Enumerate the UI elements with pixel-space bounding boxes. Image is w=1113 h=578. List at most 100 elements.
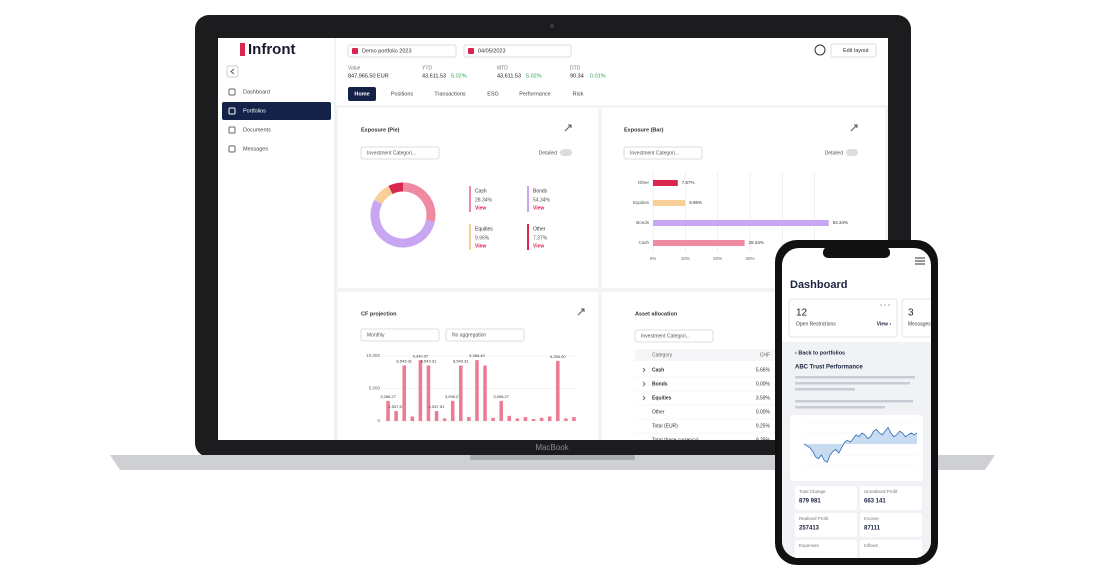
nav-icon <box>228 88 236 96</box>
bar <box>653 220 829 226</box>
pie-segment <box>388 182 404 195</box>
tab: Positions <box>391 91 414 97</box>
phone-card[interactable] <box>788 298 898 338</box>
value-label: 8,543.31 <box>396 359 412 364</box>
stat-label: YTD <box>422 65 432 71</box>
dropdown-label: No aggregation <box>452 332 486 338</box>
bar <box>572 417 576 421</box>
stat-label: Inflows <box>864 543 879 548</box>
stat-label: MTD <box>497 65 508 71</box>
nav-item: Portfolios <box>243 108 266 114</box>
value-label: 3,096.27 <box>445 394 461 399</box>
portfolio-select[interactable] <box>347 44 457 58</box>
text-line <box>795 376 915 379</box>
legend-swatch <box>527 186 529 212</box>
phone-card[interactable] <box>901 298 942 338</box>
stat-box <box>860 513 922 537</box>
nav-icon <box>228 126 236 134</box>
date: 04/05/2023 <box>478 48 506 54</box>
toggle[interactable] <box>846 149 858 156</box>
base-notch <box>470 455 635 460</box>
bar <box>410 416 415 421</box>
stat-label: Expenses <box>799 543 820 548</box>
legend-value: 28.34% <box>475 197 493 203</box>
card-count: 12 <box>796 308 808 319</box>
card-count: 3 <box>908 308 914 319</box>
card-link: View › <box>877 321 892 327</box>
value-label: 1,537.51 <box>388 404 404 409</box>
y-tick-label: Other <box>638 180 650 185</box>
text-line <box>795 406 885 409</box>
bar <box>547 416 552 421</box>
legend-value: 7.37% <box>533 235 548 241</box>
portfolio-name: Demo portfolio 2023 <box>362 48 412 54</box>
edit-layout-button[interactable] <box>830 43 877 58</box>
table-cell: Cash <box>652 367 664 373</box>
bar <box>531 419 536 421</box>
stat-label: Unrealised Profit <box>864 489 898 494</box>
stat-box <box>860 486 922 510</box>
legend-swatch <box>469 224 471 250</box>
legend-link: View <box>533 205 544 211</box>
date-icon <box>468 48 474 54</box>
menu-icon[interactable] <box>915 257 925 265</box>
logo: Infront <box>248 41 295 58</box>
legend-label: Bonds <box>533 188 548 194</box>
stat-box <box>795 540 857 558</box>
card <box>338 292 598 440</box>
table-header: Category <box>652 352 673 358</box>
legend-value: 54.34% <box>533 197 551 203</box>
line <box>803 426 918 463</box>
stat-box <box>795 486 857 510</box>
date-select[interactable] <box>463 44 572 58</box>
bar <box>402 365 406 421</box>
dropdown[interactable] <box>360 146 440 160</box>
text-line <box>795 382 910 385</box>
back-link: ‹ Back to portfolios <box>795 350 845 356</box>
legend-label: Cash <box>475 188 487 194</box>
card-title: CF projection <box>361 311 397 317</box>
bar <box>483 365 487 421</box>
camera <box>550 24 554 28</box>
toggle[interactable] <box>560 149 572 156</box>
nav-item: Documents <box>243 127 271 133</box>
toggle-label: Detailed <box>539 150 558 156</box>
area <box>804 427 917 463</box>
tab: Transactions <box>434 91 466 97</box>
value-label: 54.34% <box>833 220 848 225</box>
dropdown[interactable] <box>634 329 714 343</box>
value-label: 28.34% <box>749 240 764 245</box>
legend-link: View <box>475 243 486 249</box>
toggle-label: Detailed <box>825 150 844 156</box>
dropdown-label: Investment Categori... <box>367 150 416 156</box>
legend-swatch <box>469 186 471 212</box>
back-button[interactable] <box>226 65 239 78</box>
tab: Risk <box>573 91 584 97</box>
stat-value: 43,611.53 <box>422 73 446 79</box>
dropdown-label: Investment Categori... <box>641 333 690 339</box>
dropdown[interactable] <box>445 328 525 342</box>
table-header-bg <box>635 349 775 361</box>
y-tick-label: Cash <box>638 240 649 245</box>
card-title: Exposure (Pie) <box>361 127 400 133</box>
value-label: 7.67% <box>682 180 695 185</box>
brand: MacBook <box>535 443 569 452</box>
bar <box>491 417 495 421</box>
expand-icons[interactable] <box>564 124 858 316</box>
stat-label: Income <box>864 516 879 521</box>
stat-label: Value <box>348 65 361 71</box>
bar <box>450 400 455 421</box>
dropdown[interactable] <box>360 328 440 342</box>
screen-content: Infront Demo portfolio 2023 04/05/2023 Edit… <box>222 38 888 440</box>
edit-layout: Edit layout <box>843 48 869 54</box>
phone-notch <box>823 248 890 258</box>
dropdown[interactable] <box>623 146 703 160</box>
table-cell: 5.66% <box>756 367 771 373</box>
bar <box>507 415 512 421</box>
back-icon <box>230 68 235 75</box>
pie-segment <box>402 182 436 222</box>
avatar[interactable] <box>814 44 826 56</box>
table-cell: 0.00% <box>756 409 771 415</box>
